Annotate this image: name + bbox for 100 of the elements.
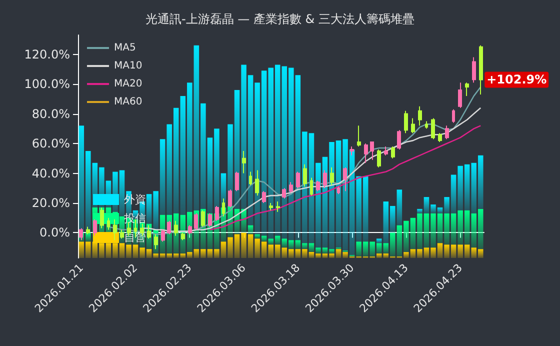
bar — [329, 142, 334, 250]
bar — [166, 124, 172, 215]
candlestick — [472, 56, 476, 84]
bar — [430, 248, 436, 258]
bar — [349, 149, 355, 256]
candlestick — [364, 143, 368, 164]
bar — [417, 213, 422, 250]
bar — [180, 96, 186, 215]
bar — [450, 174, 456, 214]
bar — [404, 252, 409, 258]
candlestick — [350, 146, 354, 156]
candlestick — [323, 170, 327, 189]
bar — [274, 64, 280, 236]
bar — [207, 138, 213, 214]
bar — [471, 213, 476, 248]
candlestick — [289, 182, 293, 194]
bar — [417, 249, 422, 258]
bar — [322, 254, 328, 258]
bar — [356, 176, 362, 242]
bar — [234, 234, 240, 258]
bar — [207, 249, 213, 258]
bar — [248, 234, 254, 258]
bar — [214, 249, 220, 258]
candlestick — [242, 150, 246, 174]
candlestick — [397, 130, 401, 150]
bar — [437, 213, 443, 244]
bar — [437, 243, 443, 258]
bar — [268, 68, 274, 239]
bar — [437, 207, 443, 214]
candlestick — [452, 108, 455, 124]
bar — [464, 164, 470, 210]
text: +102.9% — [486, 72, 547, 87]
legend-label: MA5 — [114, 42, 136, 54]
bar — [370, 242, 375, 257]
bar — [295, 249, 301, 258]
candlestick — [262, 190, 266, 204]
bar — [471, 248, 476, 258]
bar — [261, 242, 267, 258]
bar — [390, 206, 396, 233]
bar — [86, 232, 91, 242]
bar — [295, 240, 301, 250]
bar — [214, 128, 220, 214]
bar — [126, 244, 132, 258]
bar — [119, 170, 125, 216]
candlestick — [330, 166, 334, 186]
candlestick — [404, 110, 408, 134]
bar — [404, 220, 409, 252]
candlestick — [343, 166, 347, 192]
candlestick — [269, 202, 273, 211]
candlestick — [377, 148, 381, 168]
bar — [308, 252, 314, 258]
bar — [302, 249, 308, 258]
legend-label: MA60 — [114, 96, 142, 108]
bar — [396, 190, 402, 226]
bar — [99, 243, 104, 258]
candlestick — [391, 146, 395, 159]
bar — [86, 242, 91, 258]
bar — [173, 108, 179, 214]
bar — [430, 213, 436, 248]
bar — [241, 64, 246, 209]
candlestick — [458, 82, 462, 108]
bar — [146, 194, 152, 224]
bar — [322, 248, 328, 254]
candlestick — [310, 177, 313, 196]
bar — [288, 68, 294, 240]
bar — [274, 236, 280, 245]
bar — [78, 126, 84, 233]
bar — [132, 244, 138, 258]
candlestick — [276, 201, 280, 212]
bar — [329, 254, 334, 258]
bar — [316, 254, 321, 258]
candlestick — [296, 171, 300, 189]
chart-title: 光通訊-上游磊晶 — 產業指數 & 三大法人籌碼堆疊 — [146, 12, 414, 26]
bar — [254, 238, 260, 258]
legend-label: MA20 — [114, 78, 142, 90]
bar — [444, 213, 450, 245]
line-series — [209, 125, 482, 230]
bar — [308, 243, 314, 252]
y-tick-label: 120.0% — [24, 47, 70, 62]
bar — [383, 243, 389, 254]
bar — [362, 242, 368, 257]
bar — [464, 244, 470, 258]
bar — [450, 244, 456, 258]
bar — [329, 249, 334, 254]
bar — [200, 249, 206, 258]
candlestick — [249, 171, 252, 186]
bar — [268, 244, 274, 258]
bar — [146, 249, 152, 258]
bar — [356, 242, 362, 257]
bar — [430, 204, 436, 214]
bar — [160, 139, 166, 215]
bar — [288, 249, 294, 258]
bar — [220, 242, 226, 258]
bar — [261, 70, 267, 236]
candlestick — [282, 188, 286, 200]
bar — [254, 234, 260, 239]
candlestick — [445, 125, 449, 140]
bar — [160, 254, 166, 258]
bar — [424, 248, 430, 258]
bar — [194, 249, 200, 258]
